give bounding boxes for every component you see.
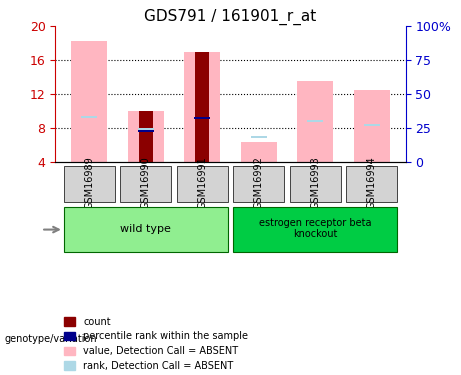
Bar xyxy=(354,90,390,162)
FancyBboxPatch shape xyxy=(177,166,228,202)
Bar xyxy=(251,136,266,138)
Bar xyxy=(138,130,154,132)
Text: GSM16992: GSM16992 xyxy=(254,156,264,209)
Bar xyxy=(81,116,97,118)
FancyBboxPatch shape xyxy=(233,166,284,202)
Text: GSM16989: GSM16989 xyxy=(84,157,94,209)
Bar xyxy=(139,111,153,162)
Bar xyxy=(297,81,333,162)
FancyBboxPatch shape xyxy=(346,166,397,202)
FancyBboxPatch shape xyxy=(64,166,115,202)
Text: wild type: wild type xyxy=(120,224,171,234)
Text: GSM16991: GSM16991 xyxy=(197,157,207,209)
Bar xyxy=(71,40,107,162)
Bar xyxy=(307,120,323,122)
Text: GSM16990: GSM16990 xyxy=(141,157,151,209)
Bar xyxy=(195,117,210,120)
Bar xyxy=(195,52,209,162)
Bar xyxy=(138,128,154,130)
Bar xyxy=(241,142,277,162)
Text: GSM16994: GSM16994 xyxy=(367,157,377,209)
Text: GSM16993: GSM16993 xyxy=(310,157,320,209)
FancyBboxPatch shape xyxy=(64,207,228,252)
Text: genotype/variation: genotype/variation xyxy=(5,334,97,344)
Legend: count, percentile rank within the sample, value, Detection Call = ABSENT, rank, : count, percentile rank within the sample… xyxy=(60,313,252,375)
Bar xyxy=(364,124,380,126)
FancyBboxPatch shape xyxy=(120,166,171,202)
Title: GDS791 / 161901_r_at: GDS791 / 161901_r_at xyxy=(144,9,317,25)
FancyBboxPatch shape xyxy=(290,166,341,202)
Bar xyxy=(184,52,220,162)
Bar xyxy=(128,111,164,162)
FancyBboxPatch shape xyxy=(233,207,397,252)
Bar xyxy=(195,117,210,120)
Text: estrogen receptor beta
knockout: estrogen receptor beta knockout xyxy=(259,218,372,239)
